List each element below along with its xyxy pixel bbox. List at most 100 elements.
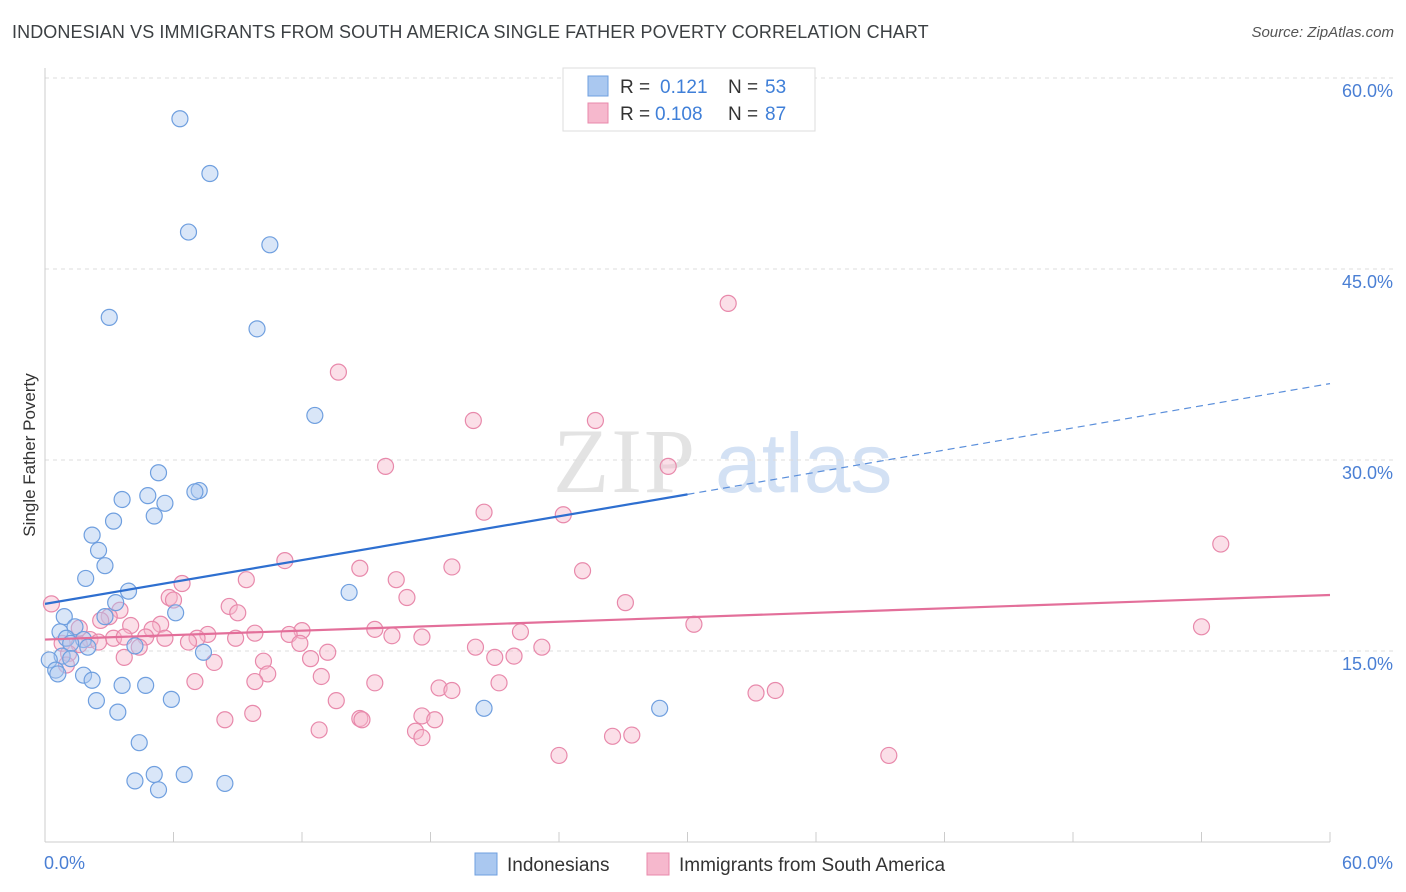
data-point [747, 684, 765, 702]
data-point [100, 308, 118, 326]
data-point [327, 692, 345, 710]
data-point [766, 681, 784, 700]
data-point [413, 707, 431, 725]
data-point [40, 651, 58, 669]
data-point [126, 637, 144, 655]
data-point [406, 722, 425, 740]
data-point [319, 643, 337, 661]
data-point [383, 627, 401, 645]
data-point [475, 503, 493, 521]
data-point [126, 772, 144, 790]
data-point [430, 679, 448, 697]
stats-n-value-2: 87 [765, 104, 786, 125]
y-axis-label: Single Father Poverty [20, 373, 39, 537]
data-point [413, 628, 431, 646]
data-point [353, 711, 371, 729]
data-point [100, 608, 118, 626]
data-point [152, 615, 170, 633]
data-point [130, 734, 148, 752]
data-point [79, 638, 97, 656]
x-tick-label-max: 60.0% [1342, 853, 1393, 873]
trend-line-indonesians-extrapolated [687, 383, 1331, 495]
stats-r-value-1: 0.121 [660, 77, 708, 98]
y-tick-label: 45.0% [1342, 272, 1393, 292]
data-point [464, 411, 482, 430]
data-point [533, 638, 551, 656]
data-point [66, 618, 84, 636]
data-point [227, 629, 245, 647]
data-point [550, 746, 568, 765]
data-point [1212, 535, 1230, 553]
stats-n-value-1: 53 [765, 77, 786, 98]
data-point [115, 648, 133, 666]
y-tick-label: 15.0% [1342, 654, 1393, 674]
data-point [603, 727, 622, 745]
x-tick-label-min: 0.0% [44, 853, 85, 873]
legend-label-indonesians: Indonesians [507, 855, 609, 876]
data-point [149, 464, 168, 482]
data-point [659, 457, 677, 475]
data-point [194, 643, 213, 661]
data-point [216, 774, 234, 793]
data-point [306, 406, 324, 425]
data-point [49, 665, 67, 683]
stats-r-value-2: 0.108 [655, 104, 703, 125]
gridlines [45, 77, 1393, 652]
data-point [164, 591, 183, 609]
data-point [96, 557, 114, 575]
data-point [426, 711, 444, 729]
data-point [145, 507, 163, 525]
series-legend: Indonesians Immigrants from South Americ… [474, 852, 946, 876]
y-tick-label: 30.0% [1342, 463, 1393, 483]
data-point [259, 665, 277, 683]
data-point [511, 623, 530, 641]
data-point [104, 512, 123, 530]
data-point [623, 726, 641, 744]
data-point [329, 363, 348, 381]
series-indonesians-points [40, 110, 669, 799]
data-point [586, 411, 605, 430]
data-point [880, 746, 898, 765]
trend-line-south-america [44, 593, 1331, 641]
y-tick-label: 60.0% [1342, 81, 1393, 101]
data-point [216, 711, 234, 729]
data-point [83, 671, 101, 689]
legend-label-south-america: Immigrants from South America [679, 855, 946, 876]
y-tick-labels: 15.0% 30.0% 45.0% 60.0% [1342, 81, 1393, 674]
data-point [261, 236, 279, 254]
data-point [244, 704, 262, 722]
stats-legend: R = 0.121 N = 53 R = 0.108 N = 87 [562, 67, 816, 132]
data-point [113, 676, 131, 694]
data-point [505, 647, 523, 665]
data-point [291, 634, 309, 652]
data-point [156, 629, 174, 647]
data-point [443, 558, 461, 576]
data-point [310, 721, 328, 739]
watermark-zip: ZIP [553, 410, 697, 512]
data-point [366, 674, 384, 692]
data-point [205, 653, 223, 672]
stats-swatch-south-america [587, 102, 609, 124]
trend-line-indonesians [44, 493, 688, 605]
data-point [186, 672, 204, 691]
data-point [87, 692, 106, 710]
data-point [719, 294, 737, 312]
data-point [201, 164, 219, 183]
data-point [466, 638, 485, 656]
data-point [475, 699, 493, 717]
chart-title: INDONESIAN VS IMMIGRANTS FROM SOUTH AMER… [12, 22, 929, 42]
data-point [301, 650, 320, 668]
data-point [62, 650, 80, 668]
data-point [139, 487, 157, 505]
data-point [167, 604, 185, 622]
data-point [175, 765, 193, 784]
data-point [77, 569, 95, 588]
data-point [276, 551, 294, 570]
data-point [179, 633, 198, 651]
data-point [109, 703, 127, 721]
stats-swatch-indonesians [587, 75, 609, 97]
data-point [74, 666, 93, 684]
data-point [651, 699, 669, 717]
data-point [685, 615, 703, 633]
